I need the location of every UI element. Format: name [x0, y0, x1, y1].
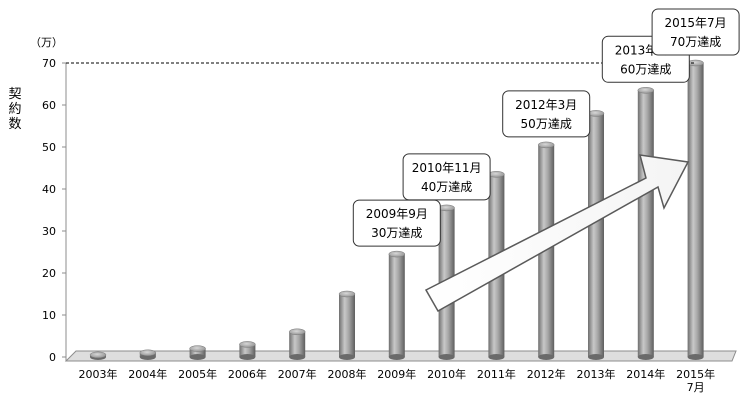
x-tick-label: 2010年: [427, 367, 466, 381]
callout-text: 40万達成: [421, 180, 472, 194]
x-tick-label: 2009年: [377, 367, 416, 381]
callout: 2009年9月 30万達成: [352, 199, 441, 247]
x-tick-label: 2005年: [178, 367, 217, 381]
bar: [239, 341, 256, 360]
callout-text: 2009年9月: [366, 207, 428, 221]
bar: [338, 290, 356, 360]
bar: [637, 87, 655, 360]
bar: [537, 141, 555, 360]
y-tick-label: 30: [42, 225, 56, 238]
x-tick-label: 2014年: [626, 367, 665, 381]
trend-arrow: [424, 154, 690, 313]
y-tick-label: 50: [42, 141, 56, 154]
callout: 2012年3月 50万達成: [502, 90, 591, 138]
bar: [189, 345, 206, 360]
x-tick-label: 2006年: [228, 367, 267, 381]
bar: [89, 351, 107, 360]
callout-text: 30万達成: [371, 226, 422, 240]
y-tick-label: 0: [49, 351, 56, 364]
bar: [687, 59, 704, 360]
callout-text: 2015年7月: [665, 16, 727, 30]
bar: [587, 110, 605, 360]
y-tick-label: 40: [42, 183, 56, 196]
y-tick-label: 10: [42, 309, 56, 322]
callout-text: 2012年3月: [515, 98, 577, 112]
y-tick-label: 20: [42, 267, 56, 280]
y-tick-label: 60: [42, 99, 56, 112]
x-tick-label: 2011年: [477, 367, 516, 381]
bar: [288, 328, 306, 360]
callout: 2010年11月 40万達成: [402, 153, 491, 201]
callout-text: 70万達成: [670, 35, 721, 49]
callout-text: 50万達成: [521, 117, 572, 131]
x-tick-label: 2004年: [128, 367, 167, 381]
bar: [139, 349, 157, 360]
y-tick-label: 70: [42, 57, 56, 70]
callout-text: 60万達成: [620, 62, 671, 76]
x-tick-label: 2008年: [328, 367, 367, 381]
x-tick-label: 2012年: [527, 367, 566, 381]
y-axis-label: 契約数: [8, 87, 21, 132]
x-tick-label: 2003年: [79, 367, 118, 381]
x-tick-label: 2007年: [278, 367, 317, 381]
x-tick-label: 2015年 7月: [676, 367, 715, 394]
x-tick-label: 2013年: [577, 367, 616, 381]
bar: [388, 250, 406, 360]
callout: 2015年7月 70万達成: [651, 8, 740, 56]
unit-label: （万）: [30, 36, 63, 49]
callout-text: 2010年11月: [412, 161, 482, 175]
